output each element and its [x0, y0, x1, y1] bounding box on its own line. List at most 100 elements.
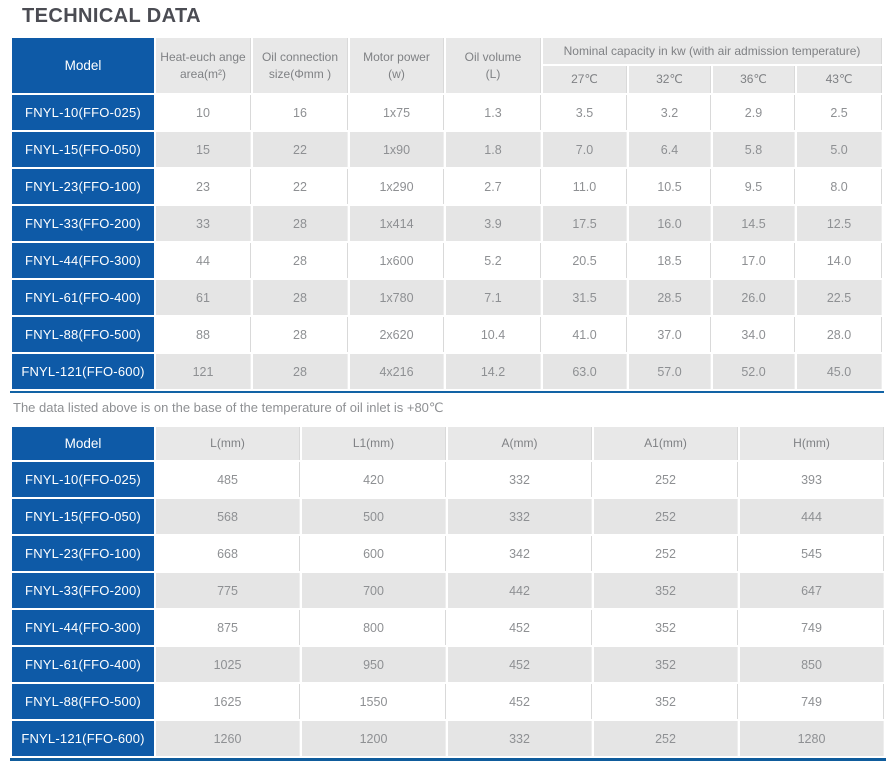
data-cell: 10 — [156, 95, 251, 130]
model-cell: FNYL-61(FFO-400) — [12, 647, 154, 682]
data-cell: 2.9 — [713, 95, 795, 130]
data-cell: 352 — [594, 610, 738, 645]
data-cell: 5.8 — [713, 132, 795, 167]
table-row: FNYL-44(FFO-300) 44 28 1x600 5.2 20.5 18.5 17.0… — [12, 243, 883, 278]
data-cell: 252 — [594, 499, 738, 534]
data-cell: 28 — [253, 317, 348, 352]
model-cell: FNYL-44(FFO-300) — [12, 243, 154, 278]
data-cell: 1.3 — [446, 95, 541, 130]
data-cell: 7.1 — [446, 280, 541, 315]
data-cell: 28 — [253, 243, 348, 278]
page-title: TECHNICAL DATA — [22, 5, 201, 27]
model-cell: FNYL-23(FFO-100) — [12, 169, 154, 204]
data-cell: 41.0 — [543, 317, 627, 352]
table-row: FNYL-61(FFO-400) 1025 950 452 352 850 — [12, 647, 884, 682]
data-cell: 8.0 — [797, 169, 883, 204]
data-cell: 950 — [302, 647, 446, 682]
data-cell: 11.0 — [543, 169, 627, 204]
model-cell: FNYL-121(FFO-600) — [12, 354, 154, 389]
data-cell: 1260 — [156, 721, 300, 756]
data-cell: 1550 — [302, 684, 446, 719]
model-cell: FNYL-33(FFO-200) — [12, 206, 154, 241]
column-header-a: A(mm) — [448, 427, 592, 460]
data-cell: 10.4 — [446, 317, 541, 352]
data-cell: 568 — [156, 499, 300, 534]
data-cell: 332 — [448, 499, 592, 534]
data-cell: 20.5 — [543, 243, 627, 278]
data-cell: 1x780 — [350, 280, 444, 315]
data-cell: 18.5 — [629, 243, 711, 278]
dimensions-table: Model L(mm) L1(mm) A(mm) A1(mm) H(mm) FN… — [10, 425, 886, 761]
data-cell: 252 — [594, 721, 738, 756]
column-header-l1: L1(mm) — [302, 427, 446, 460]
data-cell: 33 — [156, 206, 251, 241]
model-cell: FNYL-121(FFO-600) — [12, 721, 154, 756]
data-cell: 3.9 — [446, 206, 541, 241]
data-cell: 3.2 — [629, 95, 711, 130]
data-cell: 452 — [448, 647, 592, 682]
table-row: FNYL-23(FFO-100) 23 22 1x290 2.7 11.0 10.5 9.5 8… — [12, 169, 883, 204]
capacity-table-header: Model Heat-euch ange area(m²) Oil connec… — [12, 38, 883, 93]
model-cell: FNYL-44(FFO-300) — [12, 610, 154, 645]
column-header-heat-exchange-area: Heat-euch ange area(m²) — [156, 38, 251, 93]
data-cell: 14.2 — [446, 354, 541, 389]
column-header-oil-connection-size: Oil connection size(Φmm ) — [253, 38, 348, 93]
data-cell: 850 — [740, 647, 884, 682]
model-cell: FNYL-88(FFO-500) — [12, 684, 154, 719]
data-cell: 800 — [302, 610, 446, 645]
data-cell: 57.0 — [629, 354, 711, 389]
model-cell: FNYL-88(FFO-500) — [12, 317, 154, 352]
data-cell: 6.4 — [629, 132, 711, 167]
data-cell: 342 — [448, 536, 592, 571]
data-cell: 2.5 — [797, 95, 883, 130]
model-column-header: Model — [12, 38, 154, 93]
table-row: FNYL-44(FFO-300) 875 800 452 352 749 — [12, 610, 884, 645]
data-cell: 22.5 — [797, 280, 883, 315]
data-cell: 22 — [253, 132, 348, 167]
data-cell: 37.0 — [629, 317, 711, 352]
data-cell: 1x600 — [350, 243, 444, 278]
table-row: FNYL-10(FFO-025) 10 16 1x75 1.3 3.5 3.2 2.9 2.5 — [12, 95, 883, 130]
data-cell: 452 — [448, 610, 592, 645]
data-cell: 23 — [156, 169, 251, 204]
column-header-oil-volume: Oil volume (L) — [446, 38, 541, 93]
data-cell: 45.0 — [797, 354, 883, 389]
data-cell: 17.5 — [543, 206, 627, 241]
data-cell: 2x620 — [350, 317, 444, 352]
column-header-temp-32c: 32℃ — [629, 66, 711, 93]
table-row: FNYL-10(FFO-025) 485 420 332 252 393 — [12, 462, 884, 497]
model-cell: FNYL-33(FFO-200) — [12, 573, 154, 608]
data-cell: 28.5 — [629, 280, 711, 315]
data-cell: 1625 — [156, 684, 300, 719]
data-cell: 14.5 — [713, 206, 795, 241]
column-header-temp-43c: 43℃ — [797, 66, 883, 93]
data-cell: 252 — [594, 536, 738, 571]
data-cell: 352 — [594, 647, 738, 682]
data-cell: 700 — [302, 573, 446, 608]
data-cell: 1025 — [156, 647, 300, 682]
table-row: FNYL-88(FFO-500) 1625 1550 452 352 749 — [12, 684, 884, 719]
capacity-table-body: FNYL-10(FFO-025) 10 16 1x75 1.3 3.5 3.2 2.9 2.5 F… — [12, 95, 883, 389]
data-cell: 26.0 — [713, 280, 795, 315]
data-cell: 44 — [156, 243, 251, 278]
data-cell: 1x414 — [350, 206, 444, 241]
capacity-table: Model Heat-euch ange area(m²) Oil connec… — [10, 36, 885, 393]
data-cell: 749 — [740, 684, 884, 719]
data-cell: 16 — [253, 95, 348, 130]
data-cell: 22 — [253, 169, 348, 204]
data-cell: 1x75 — [350, 95, 444, 130]
table-row: FNYL-88(FFO-500) 88 28 2x620 10.4 41.0 37.0 34.… — [12, 317, 883, 352]
column-header-nominal-capacity: Nominal capacity in kw (with air admissi… — [543, 38, 883, 64]
data-cell: 5.2 — [446, 243, 541, 278]
data-cell: 600 — [302, 536, 446, 571]
data-cell: 444 — [740, 499, 884, 534]
model-cell: FNYL-10(FFO-025) — [12, 462, 154, 497]
data-cell: 875 — [156, 610, 300, 645]
model-cell: FNYL-15(FFO-050) — [12, 132, 154, 167]
data-cell: 14.0 — [797, 243, 883, 278]
column-header-temp-27c: 27℃ — [543, 66, 627, 93]
model-cell: FNYL-61(FFO-400) — [12, 280, 154, 315]
column-header-l: L(mm) — [156, 427, 300, 460]
table-row: FNYL-15(FFO-050) 15 22 1x90 1.8 7.0 6.4 5.8 5.0 — [12, 132, 883, 167]
